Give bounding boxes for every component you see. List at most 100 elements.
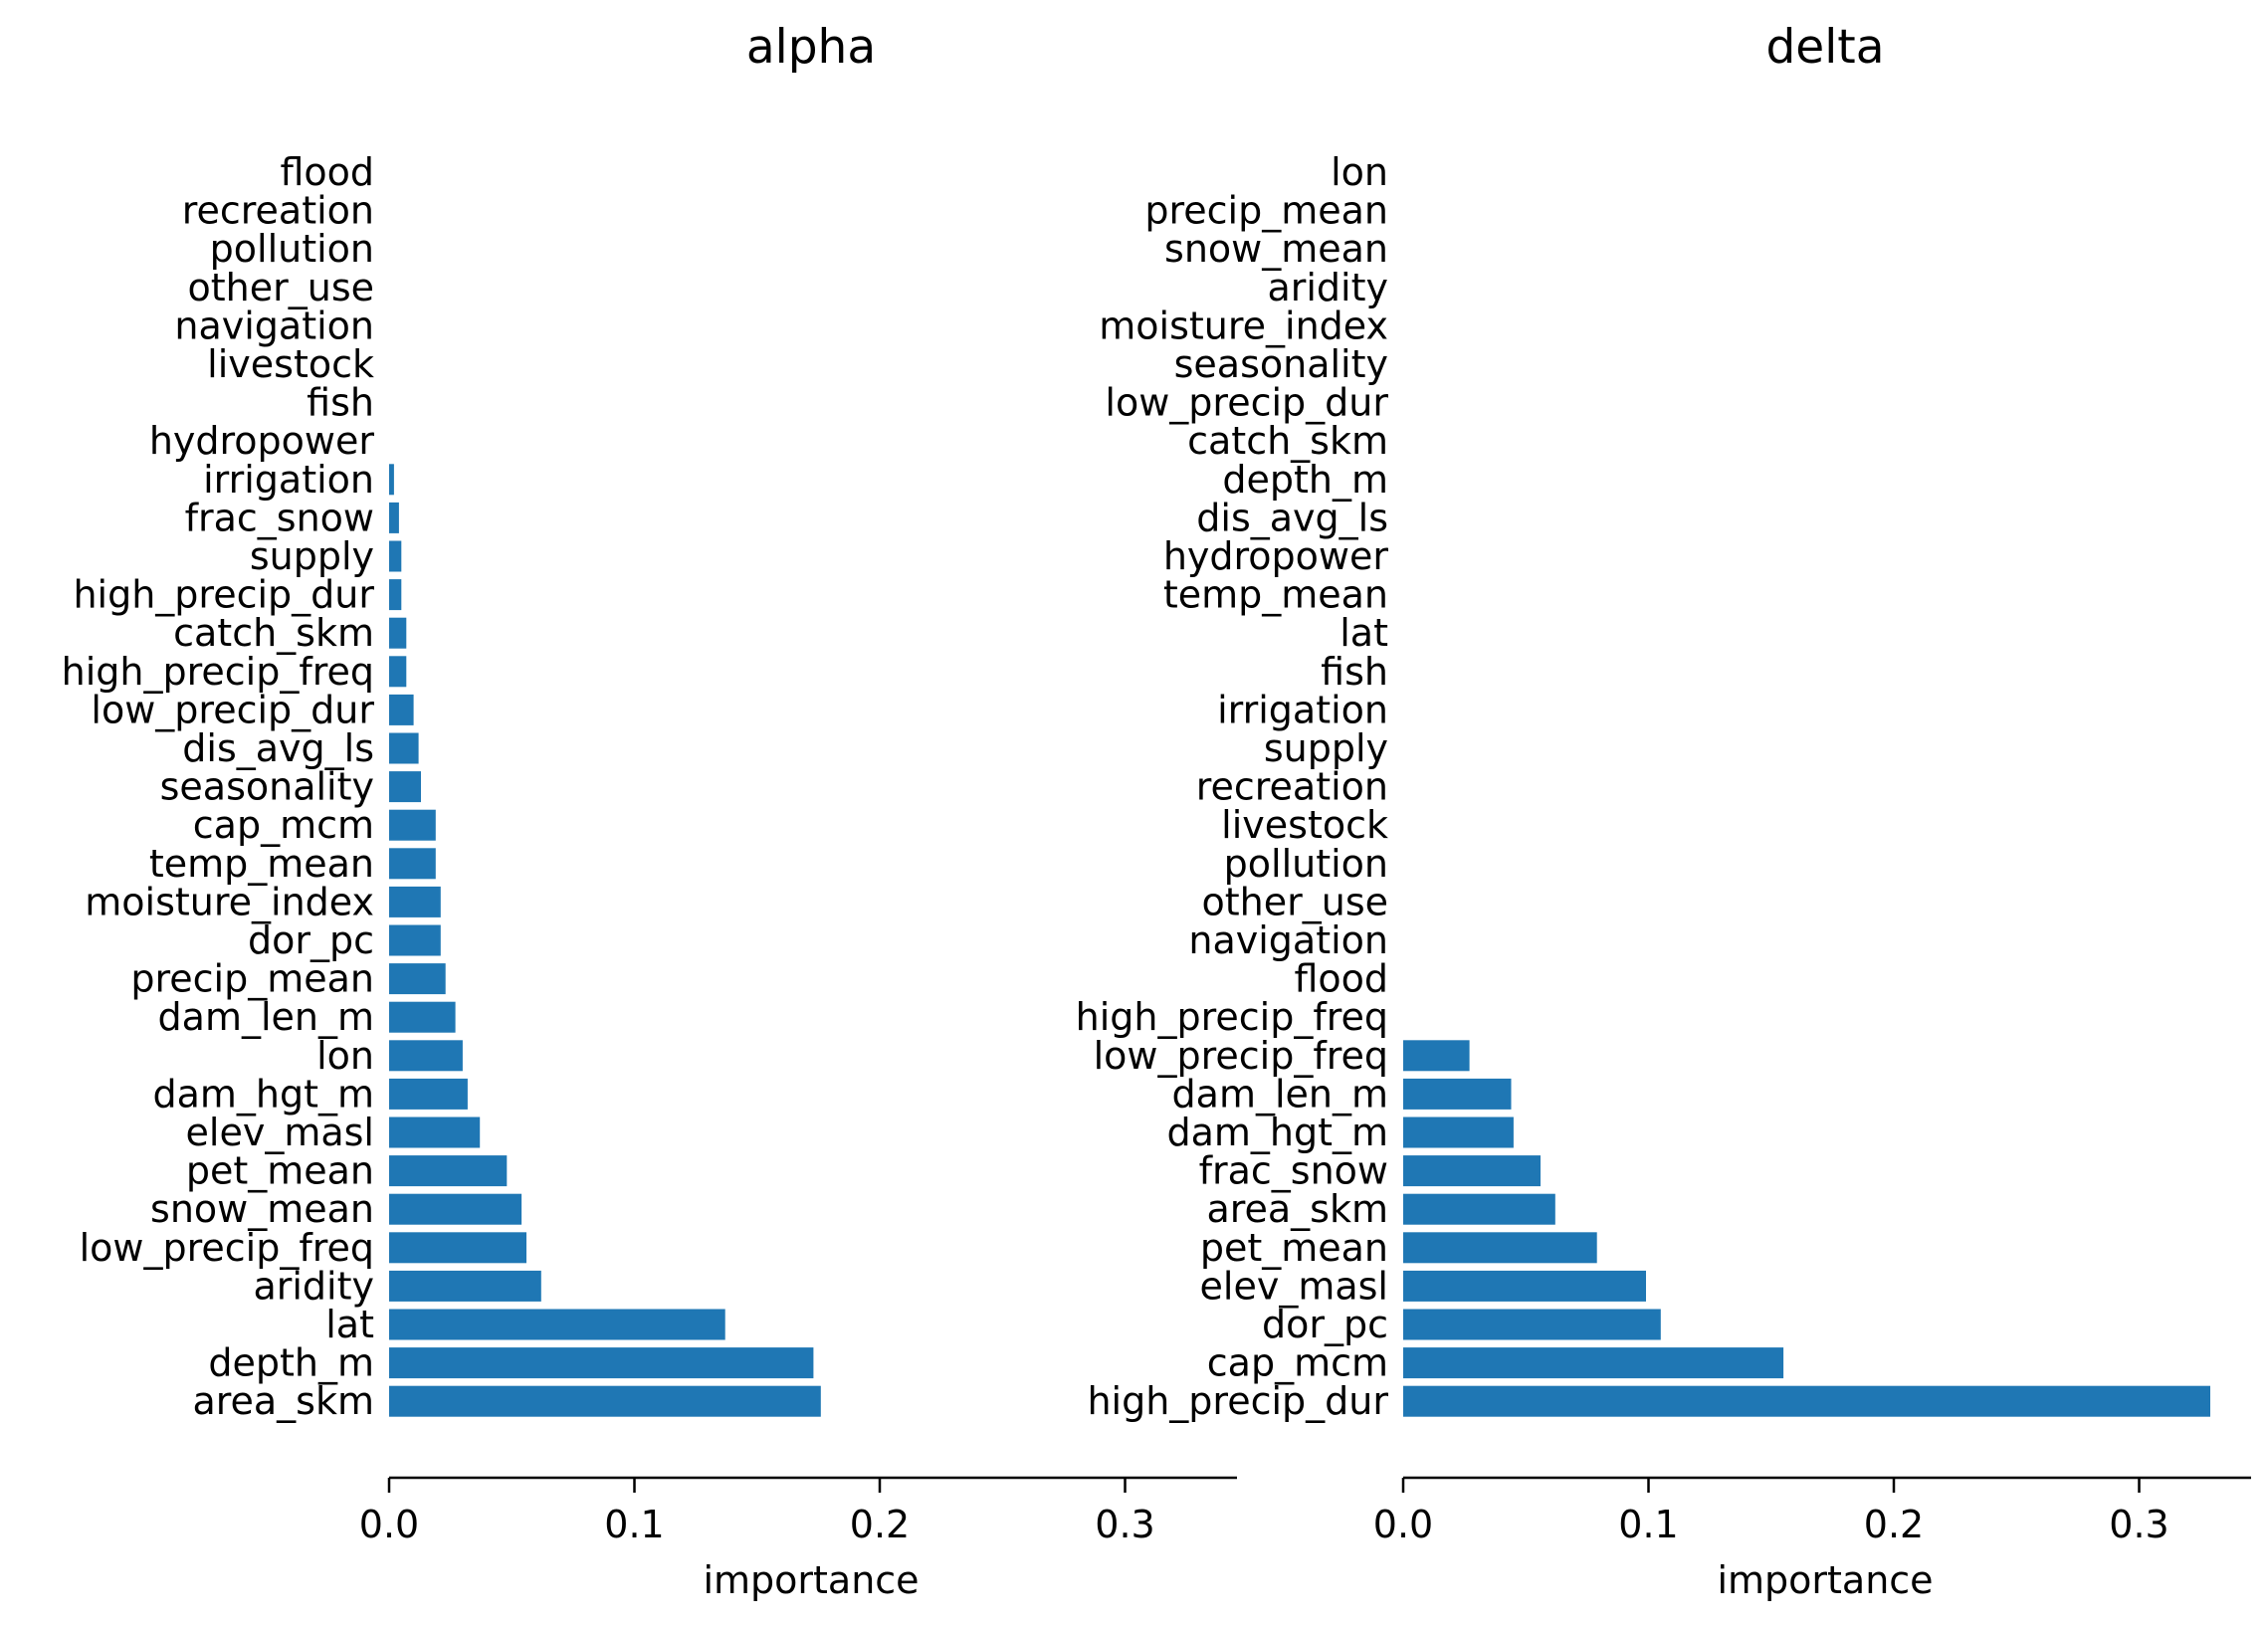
alpha-category-label: lon [316, 1034, 374, 1078]
alpha-bar-depth-m [389, 1347, 814, 1379]
alpha-category-label: pet_mean [186, 1149, 374, 1193]
delta-x-tick-label: 0.2 [1864, 1503, 1924, 1546]
delta-panel: delta importance lonprecip_meansnow_mean… [1076, 20, 2251, 1602]
delta-title: delta [1765, 20, 1884, 75]
alpha-category-label: dor_pc [248, 918, 374, 962]
alpha-bar-pet-mean [389, 1155, 508, 1187]
alpha-category-label: irrigation [203, 458, 374, 502]
delta-category-label: navigation [1188, 918, 1388, 962]
delta-category-label: lat [1340, 611, 1388, 655]
alpha-category-label: catch_skm [173, 611, 374, 655]
delta-category-label: hydropower [1163, 534, 1389, 578]
alpha-bar-high-precip-dur [389, 579, 402, 611]
alpha-category-label: cap_mcm [193, 803, 374, 847]
delta-category-label: seasonality [1174, 342, 1388, 386]
delta-bar-frac-snow [1403, 1155, 1541, 1187]
alpha-x-tick-label: 0.0 [359, 1503, 419, 1546]
alpha-bar-precip-mean [389, 963, 446, 995]
delta-category-label: depth_m [1222, 458, 1388, 502]
alpha-bar-moisture-index [389, 886, 441, 917]
delta-category-label: irrigation [1217, 688, 1388, 731]
alpha-category-label: low_precip_freq [80, 1226, 374, 1270]
alpha-category-label: frac_snow [185, 496, 374, 539]
alpha-bar-supply [389, 540, 402, 572]
delta-category-label: high_precip_dur [1087, 1379, 1388, 1423]
delta-category-label: catch_skm [1187, 419, 1388, 463]
alpha-category-label: high_precip_dur [73, 573, 374, 617]
delta-x-tick-label: 0.3 [2109, 1503, 2168, 1546]
delta-category-label: dor_pc [1262, 1303, 1388, 1346]
alpha-category-label: dis_avg_ls [182, 726, 374, 770]
delta-category-label: other_use [1202, 880, 1389, 923]
alpha-category-label: area_skm [192, 1379, 374, 1423]
delta-x-axis-label: importance [1717, 1558, 1933, 1602]
alpha-bar-high-precip-freq [389, 656, 407, 688]
delta-x-tick-label: 0.1 [1618, 1503, 1678, 1546]
alpha-bar-low-precip-dur [389, 694, 414, 725]
alpha-category-label: hydropower [149, 419, 375, 463]
alpha-category-label: low_precip_dur [91, 688, 374, 731]
delta-category-label: aridity [1267, 266, 1388, 309]
delta-bar-high-precip-dur [1403, 1385, 2210, 1417]
delta-category-label: frac_snow [1199, 1149, 1388, 1193]
delta-category-label: area_skm [1206, 1187, 1388, 1231]
delta-bar-low-precip-freq [1403, 1040, 1470, 1072]
delta-category-label: lon [1331, 150, 1388, 194]
delta-bar-pet-mean [1403, 1232, 1597, 1264]
alpha-category-label: pollution [210, 227, 374, 271]
alpha-category-label: depth_m [208, 1341, 374, 1385]
alpha-x-tick-label: 0.2 [850, 1503, 910, 1546]
alpha-category-label: livestock [207, 342, 374, 386]
alpha-panel: alpha importance floodrecreationpollutio… [62, 20, 1237, 1602]
alpha-bar-frac-snow [389, 502, 399, 533]
delta-category-label: low_precip_dur [1105, 381, 1388, 425]
delta-category-label: livestock [1221, 803, 1388, 847]
delta-bar-cap-mcm [1403, 1347, 1784, 1379]
delta-bar-area-skm [1403, 1193, 1555, 1225]
delta-category-label: temp_mean [1163, 573, 1388, 617]
delta-category-label: dam_len_m [1172, 1072, 1388, 1116]
delta-category-label: precip_mean [1144, 189, 1388, 233]
alpha-category-label: high_precip_freq [62, 650, 374, 694]
delta-category-label: pet_mean [1200, 1226, 1388, 1270]
alpha-bar-low-precip-freq [389, 1232, 526, 1264]
delta-category-label: dis_avg_ls [1196, 496, 1388, 539]
alpha-category-label: supply [250, 534, 374, 578]
delta-category-label: dam_hgt_m [1166, 1111, 1388, 1154]
alpha-category-label: other_use [188, 266, 375, 309]
delta-category-label: supply [1264, 726, 1388, 770]
alpha-x-axis-label: importance [703, 1558, 919, 1602]
alpha-category-label: fish [307, 381, 374, 425]
delta-category-label: snow_mean [1164, 227, 1388, 271]
delta-x-tick-label: 0.0 [1373, 1503, 1433, 1546]
alpha-bar-cap-mcm [389, 809, 436, 841]
alpha-bar-lat [389, 1309, 725, 1340]
alpha-category-label: precip_mean [130, 957, 374, 1001]
alpha-category-label: moisture_index [85, 880, 374, 923]
alpha-x-tick-label: 0.3 [1095, 1503, 1154, 1546]
delta-category-label: high_precip_freq [1076, 995, 1388, 1039]
alpha-category-label: dam_len_m [158, 995, 374, 1039]
delta-bar-dor-pc [1403, 1309, 1661, 1340]
alpha-bar-area-skm [389, 1385, 821, 1417]
delta-category-label: pollution [1224, 842, 1388, 886]
alpha-bar-seasonality [389, 771, 421, 803]
alpha-bar-irrigation [389, 464, 394, 496]
alpha-bar-lon [389, 1040, 463, 1072]
alpha-category-label: flood [280, 150, 374, 194]
alpha-bar-dam-len-m [389, 1001, 456, 1033]
alpha-bar-aridity [389, 1270, 541, 1302]
alpha-bar-snow-mean [389, 1193, 522, 1225]
delta-category-label: low_precip_freq [1094, 1034, 1388, 1078]
delta-category-label: cap_mcm [1207, 1341, 1388, 1385]
alpha-category-label: navigation [174, 304, 374, 347]
delta-category-label: recreation [1196, 765, 1388, 809]
alpha-category-label: recreation [182, 189, 374, 233]
alpha-category-label: lat [325, 1303, 374, 1346]
alpha-bar-dam-hgt-m [389, 1078, 468, 1110]
delta-bar-elev-masl [1403, 1270, 1646, 1302]
alpha-title: alpha [746, 20, 876, 75]
alpha-category-label: temp_mean [149, 842, 374, 886]
alpha-category-label: aridity [253, 1264, 374, 1308]
